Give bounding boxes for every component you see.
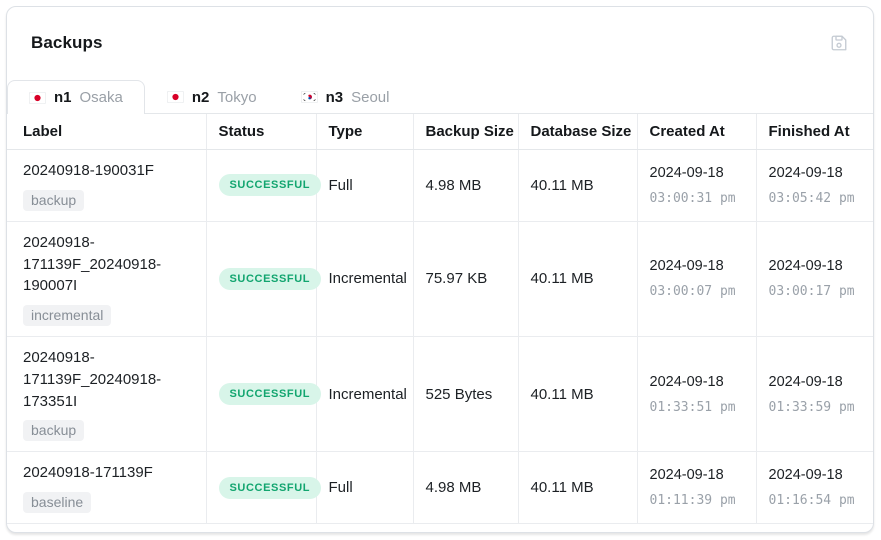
status-cell: SUCCESSFUL [205,221,322,338]
backup-tag-badge: baseline [23,492,92,513]
column-header-label: Label [7,113,206,150]
finished-date: 2024-09-18 [768,258,843,275]
status-badge: SUCCESSFUL [218,476,322,499]
finished-date: 2024-09-18 [768,164,843,181]
backups-table: Label Status Type Backup Size Database S… [7,113,873,524]
label-cell: 20240918-171139F_20240918-173351I backup [7,336,206,453]
table-row: 20240918-171139F baseline SUCCESSFUL Ful… [7,451,873,524]
node-tabs: n1 Osaka n2 Tokyo n3 Seoul [7,80,873,114]
finished-at-cell: 2024-09-18 01:33:59 pm [755,336,873,453]
finished-at-cell: 2024-09-18 03:00:17 pm [755,221,873,338]
status-badge: SUCCESSFUL [218,383,322,406]
type-cell: Full [315,149,413,222]
column-header-database-size: Database Size [517,113,637,150]
backup-tag-badge: backup [23,189,85,211]
type-cell: Incremental [315,336,413,453]
tab-n2-tokyo[interactable]: n2 Tokyo [145,80,279,113]
backup-size-cell: 75.97 KB [412,221,518,338]
table-header-row: Label Status Type Backup Size Database S… [7,113,873,150]
type-cell: Incremental [315,221,413,338]
backups-panel: Backups n1 Osaka n2 [6,6,874,533]
finished-date: 2024-09-18 [768,373,843,390]
tab-city-label: Seoul [351,88,390,106]
backup-size-cell: 4.98 MB [412,149,518,222]
created-date: 2024-09-18 [649,373,724,390]
save-icon [830,34,848,52]
database-size-cell: 40.11 MB [517,451,637,524]
label-cell: 20240918-171139F_20240918-190007I increm… [7,221,206,338]
column-header-finished-at: Finished At [755,113,873,150]
finished-date: 2024-09-18 [768,467,843,484]
status-badge: SUCCESSFUL [218,174,322,197]
korea-flag-icon [300,91,318,103]
table-row: 20240918-190031F backup SUCCESSFUL Full … [7,149,873,222]
finished-time: 01:33:59 pm [768,399,855,415]
database-size-cell: 40.11 MB [517,149,637,222]
created-at-cell: 2024-09-18 01:11:39 pm [636,451,756,524]
table-row: 20240918-171139F_20240918-173351I backup… [7,336,873,453]
created-time: 03:00:31 pm [649,190,736,206]
backup-label: 20240918-171139F_20240918-190007I [23,233,162,295]
type-cell: Full [315,451,413,524]
finished-at-cell: 2024-09-18 03:05:42 pm [755,149,873,222]
panel-header: Backups [7,7,873,53]
backup-tag-badge: backup [23,420,85,442]
pagination: ‹ 1 - 4 › [7,524,873,532]
tab-node-label: n1 [54,89,72,106]
japan-flag-icon [29,91,46,104]
created-at-cell: 2024-09-18 01:33:51 pm [636,336,756,453]
database-size-cell: 40.11 MB [517,221,637,338]
finished-time: 01:16:54 pm [768,493,855,509]
created-date: 2024-09-18 [649,467,724,484]
tab-city-label: Tokyo [217,88,257,106]
column-header-status: Status [205,113,316,150]
backup-tag-badge: incremental [23,305,112,326]
created-time: 03:00:07 pm [649,284,736,300]
column-header-type: Type [315,113,413,150]
tab-node-label: n2 [191,88,210,106]
backup-label: 20240918-171139F_20240918-173351I [23,349,162,410]
finished-time: 03:05:42 pm [768,190,855,206]
save-button[interactable] [827,31,851,55]
backup-size-cell: 525 Bytes [412,336,518,453]
database-size-cell: 40.11 MB [517,336,637,453]
created-time: 01:33:51 pm [649,399,736,415]
tab-n1-osaka[interactable]: n1 Osaka [7,80,145,114]
column-header-backup-size: Backup Size [412,113,518,150]
created-date: 2024-09-18 [649,164,724,181]
page-title: Backups [31,33,103,52]
created-date: 2024-09-18 [649,258,724,275]
status-cell: SUCCESSFUL [205,451,322,524]
status-badge: SUCCESSFUL [218,267,322,290]
japan-flag-icon [166,91,184,103]
backup-label: 20240918-190031F [23,162,154,179]
table-row: 20240918-171139F_20240918-190007I increm… [7,221,873,338]
finished-at-cell: 2024-09-18 01:16:54 pm [755,451,873,524]
finished-time: 03:00:17 pm [768,284,855,300]
tab-city-label: Osaka [79,89,123,106]
label-cell: 20240918-171139F baseline [7,451,206,524]
status-cell: SUCCESSFUL [205,336,322,453]
column-header-created-at: Created At [636,113,756,150]
created-time: 01:11:39 pm [649,493,736,509]
created-at-cell: 2024-09-18 03:00:07 pm [636,221,756,338]
backup-label: 20240918-171139F [23,464,153,482]
label-cell: 20240918-190031F backup [7,149,206,222]
tab-node-label: n3 [325,88,344,106]
tab-n3-seoul[interactable]: n3 Seoul [279,80,412,113]
status-cell: SUCCESSFUL [205,149,322,222]
backup-size-cell: 4.98 MB [412,451,518,524]
created-at-cell: 2024-09-18 03:00:31 pm [636,149,756,222]
